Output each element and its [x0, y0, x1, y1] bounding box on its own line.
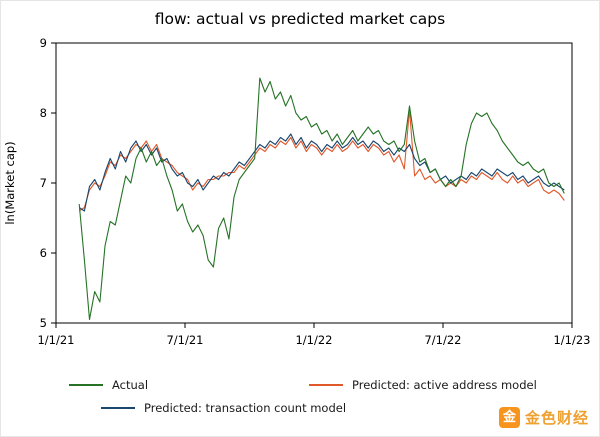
legend-row-2: Predicted: transaction count model — [1, 396, 599, 419]
legend-label-active-address-model: Predicted: active address model — [352, 377, 537, 392]
x-tick-label: 1/1/23 — [553, 333, 590, 347]
watermark-text: 金色财经 — [524, 409, 589, 427]
y-tick-label: 5 — [40, 316, 47, 330]
legend-row-1: Actual Predicted: active address model — [1, 373, 599, 396]
legend-item-transaction-count-model: Predicted: transaction count model — [101, 396, 346, 419]
y-tick-label: 6 — [40, 246, 47, 260]
legend-swatch-transaction-count-model — [101, 406, 135, 409]
legend-label-actual: Actual — [112, 377, 149, 392]
series-line-1 — [78, 108, 565, 212]
legend: Actual Predicted: active address model P… — [1, 373, 599, 419]
x-tick-label: 1/1/22 — [295, 333, 332, 347]
legend-item-actual: Actual — [69, 373, 148, 396]
y-tick-label: 7 — [40, 176, 47, 190]
series-line-2 — [78, 133, 565, 212]
x-tick-label: 7/1/21 — [166, 333, 203, 347]
plot-area: 5 6 7 8 9 1/1/21 7/1/21 1/1/22 7/1/22 1/1/23 ln(Ma… — [3, 36, 591, 347]
x-tick-label: 7/1/22 — [424, 333, 461, 347]
legend-swatch-actual — [69, 383, 103, 386]
y-axis-title: ln(Market cap) — [3, 141, 17, 224]
jinse-finance-logo-icon: 金 — [498, 407, 520, 428]
y-tick-label: 9 — [40, 36, 47, 50]
legend-item-active-address-model: Predicted: active address model — [309, 373, 537, 396]
y-tick-label: 8 — [40, 106, 47, 120]
legend-swatch-active-address-model — [309, 383, 343, 386]
watermark: 金 金色财经 — [498, 407, 589, 428]
legend-label-transaction-count-model: Predicted: transaction count model — [144, 400, 347, 415]
chart-title: flow: actual vs predicted market caps — [154, 10, 446, 28]
series-line-0 — [78, 77, 565, 321]
x-tick-label: 1/1/21 — [37, 333, 74, 347]
plot-border — [55, 42, 573, 324]
